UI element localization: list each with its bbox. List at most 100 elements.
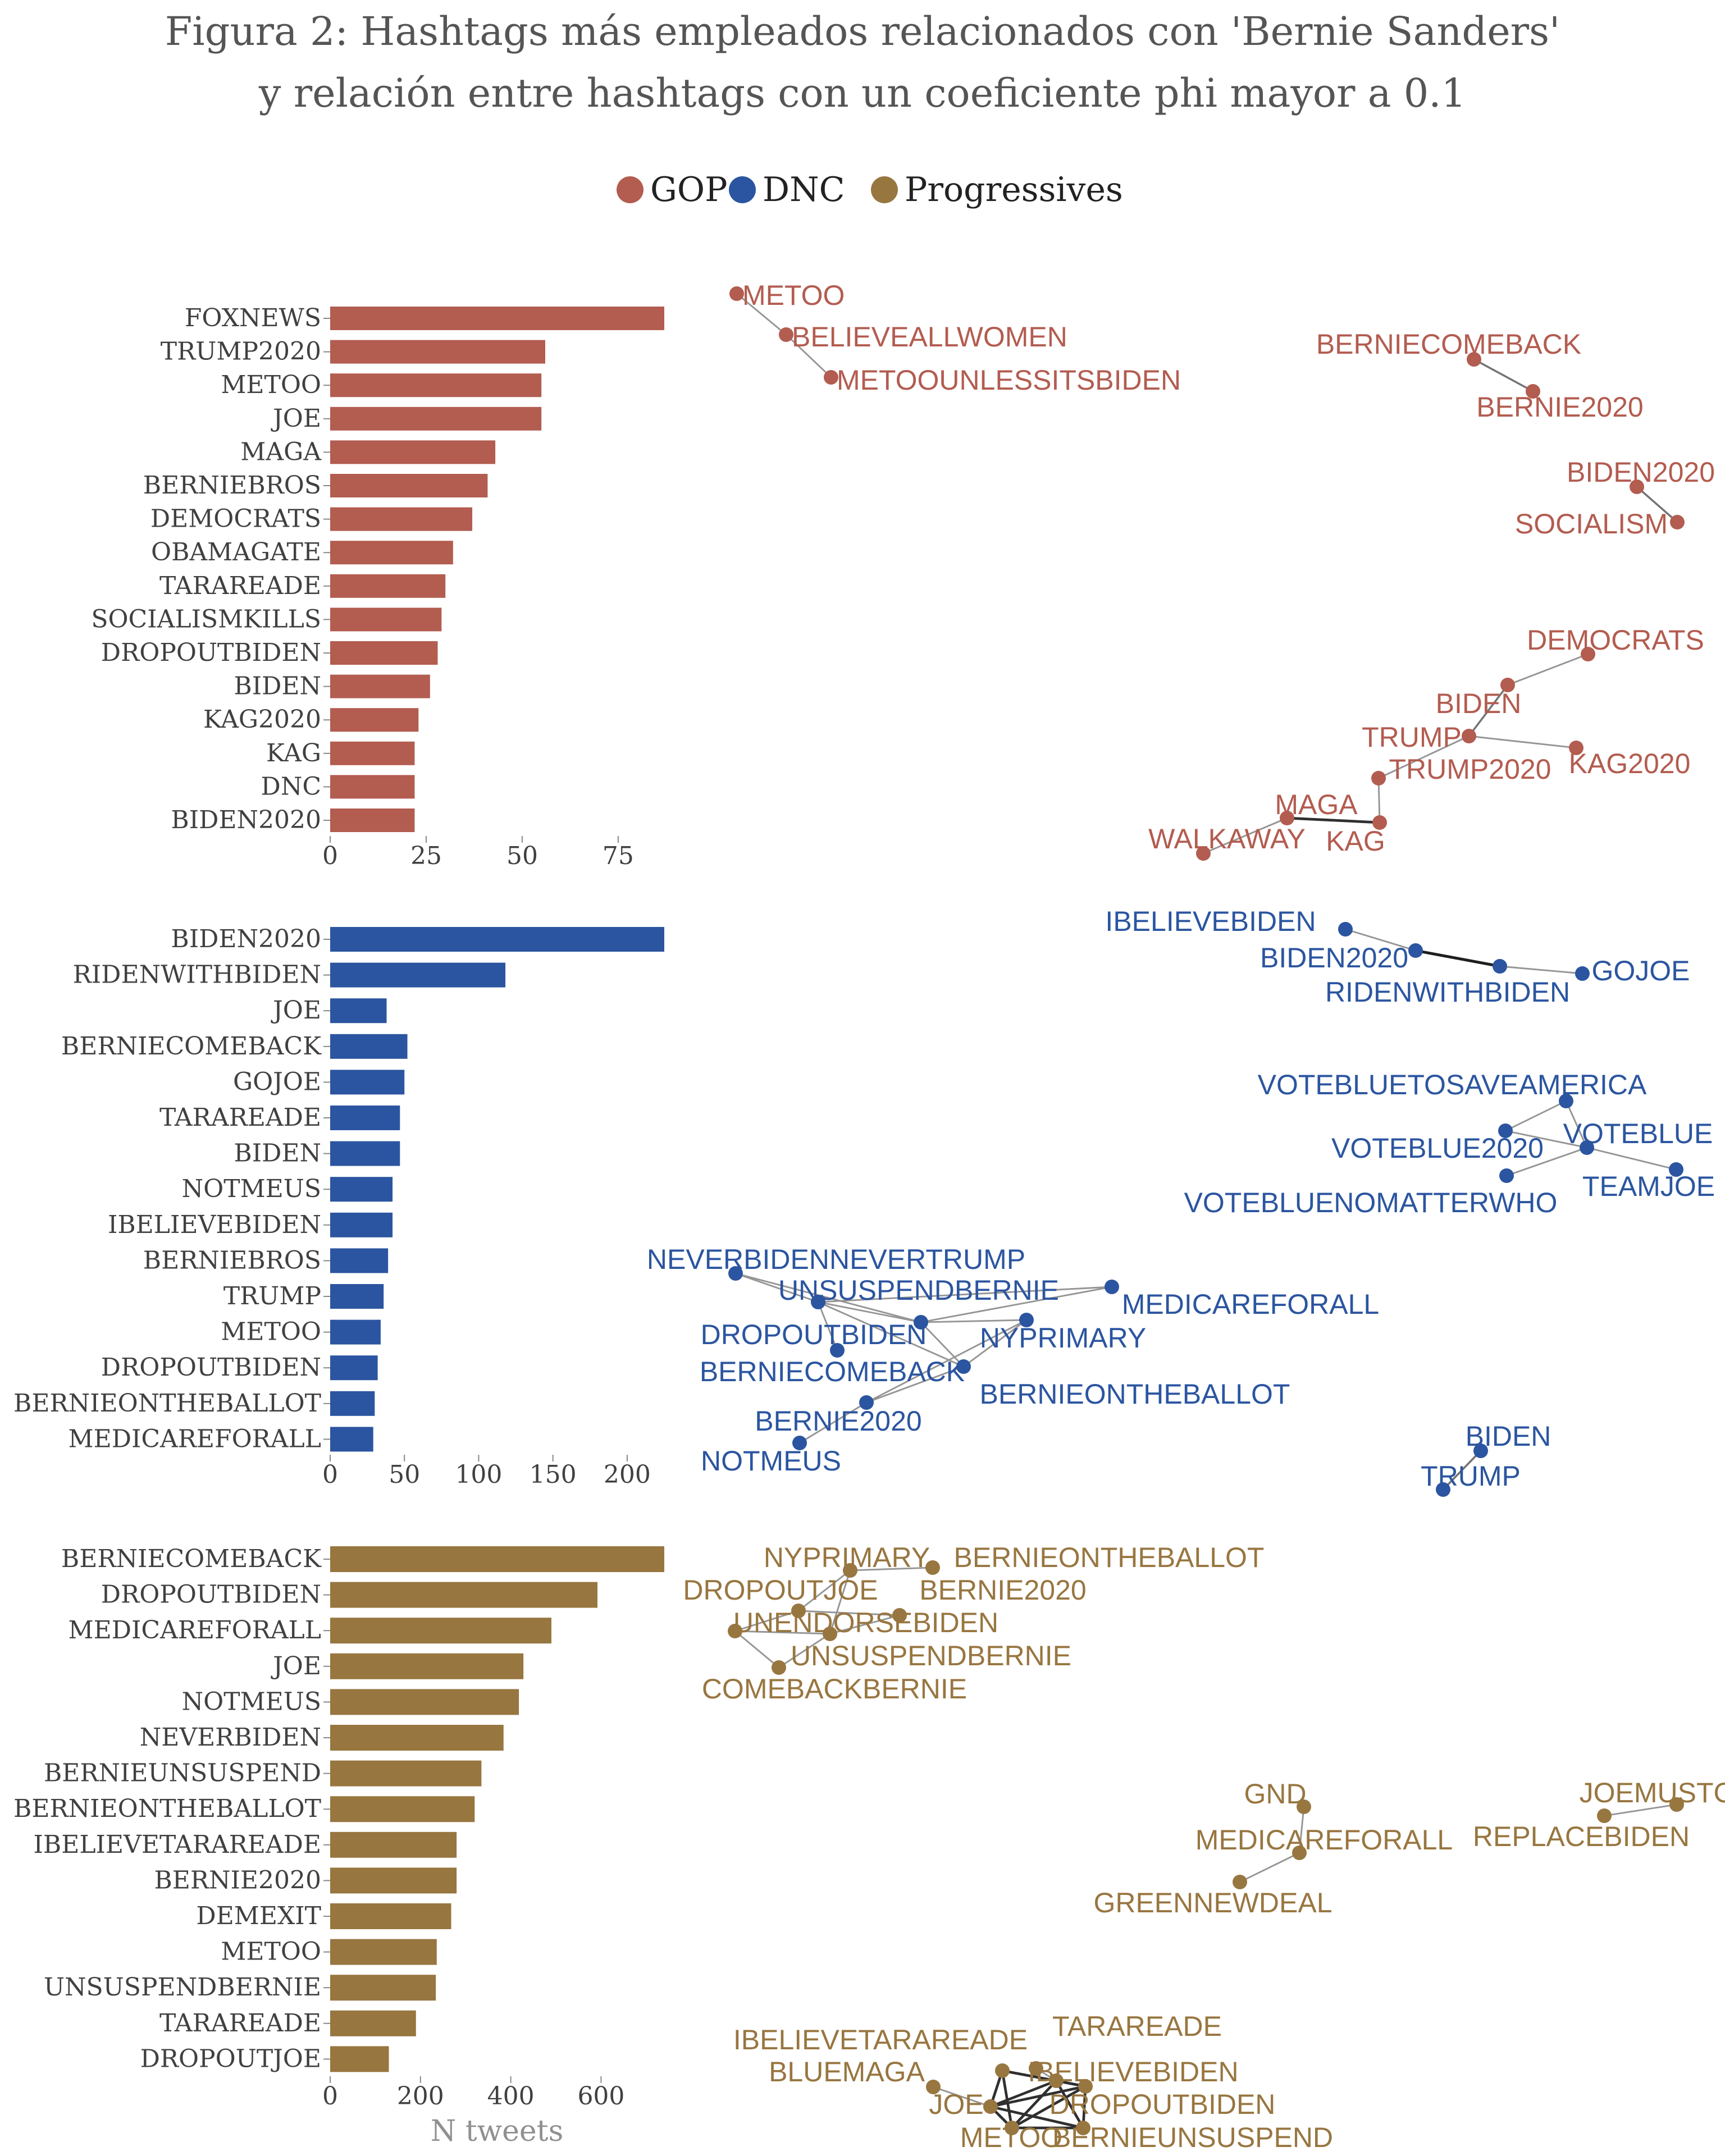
network-node bbox=[1581, 647, 1595, 661]
network-node-label: IBELIEVEBIDEN bbox=[1105, 906, 1316, 937]
network-node bbox=[1499, 1168, 1514, 1183]
network-edge bbox=[734, 1630, 779, 1669]
network-edge bbox=[1636, 486, 1678, 523]
bar bbox=[330, 1831, 457, 1858]
network-node-label: REPLACEBIDEN bbox=[1473, 1821, 1690, 1852]
category-label: BERNIEONTHEBALLOT bbox=[13, 1794, 321, 1823]
category-label: TARAREADE bbox=[159, 572, 321, 600]
value-tick-label: 150 bbox=[530, 1460, 577, 1489]
network-edge bbox=[1415, 949, 1500, 968]
network-node bbox=[1580, 1140, 1594, 1155]
network-node-label: TARAREADE bbox=[1052, 2011, 1222, 2042]
network-edge bbox=[778, 1633, 830, 1669]
value-tick-label: 400 bbox=[487, 2082, 535, 2111]
network-edge bbox=[920, 1286, 1112, 1323]
category-label: JOE bbox=[271, 1652, 321, 1680]
network-graphs: METOO BELIEVEALLWOMEN METOOUNLESSITSBIDEN B… bbox=[647, 280, 1725, 2153]
bar bbox=[330, 440, 496, 464]
network-edge bbox=[1506, 1146, 1587, 1177]
network-node bbox=[792, 1436, 807, 1450]
bar bbox=[330, 1070, 405, 1095]
network-edge bbox=[1473, 358, 1534, 392]
network-node-label: GND bbox=[1244, 1778, 1306, 1810]
network-node bbox=[1049, 2073, 1064, 2088]
bar bbox=[330, 1355, 378, 1381]
network-node-label: NOTMEUS bbox=[701, 1445, 841, 1477]
legend-marker bbox=[729, 176, 756, 203]
network-node-label: BIDEN2020 bbox=[1260, 942, 1408, 974]
network-node-label: NYPRIMARY bbox=[980, 1322, 1146, 1354]
value-tick-label: 75 bbox=[603, 842, 634, 870]
network-edge bbox=[818, 1286, 1112, 1303]
category-label: TARAREADE bbox=[159, 1103, 321, 1132]
category-label: BERNIEUNSUSPEND bbox=[44, 1759, 321, 1788]
network-node-label: GREENNEWDEAL bbox=[1093, 1887, 1332, 1919]
category-label: DROPOUTBIDEN bbox=[101, 1353, 321, 1382]
network-node bbox=[1019, 1313, 1034, 1327]
category-label: METOO bbox=[221, 1318, 321, 1346]
network-node bbox=[1005, 2121, 1019, 2135]
network-node bbox=[830, 1343, 845, 1358]
bar-chart-dnc: BIDEN2020 RIDENWITHBIDEN JOE BERNIECOMEBACK… bbox=[13, 925, 664, 1489]
network-node bbox=[1669, 1797, 1684, 1812]
network-edge bbox=[963, 1319, 1027, 1368]
category-label: KAG bbox=[266, 739, 321, 768]
network-node bbox=[1280, 811, 1294, 825]
value-tick-label: 25 bbox=[410, 842, 442, 870]
value-tick-label: 100 bbox=[455, 1460, 502, 1489]
network-node bbox=[1105, 1280, 1119, 1294]
bar bbox=[330, 1725, 504, 1751]
bar bbox=[330, 507, 473, 531]
network-edge bbox=[1468, 684, 1509, 737]
category-label: KAG2020 bbox=[203, 705, 321, 734]
network-node bbox=[1196, 846, 1211, 861]
value-tick-label: 600 bbox=[577, 2082, 624, 2111]
bar bbox=[330, 998, 387, 1024]
bar bbox=[330, 927, 664, 952]
value-tick-label: 50 bbox=[389, 1460, 420, 1489]
bar bbox=[330, 741, 415, 765]
network-node bbox=[729, 286, 744, 301]
network-edge bbox=[1286, 816, 1380, 824]
bar-chart-gop: FOXNEWS TRUMP2020 METOO JOE MAGA BERNIEBROS DE… bbox=[91, 304, 664, 870]
bar-chart-progressives: BERNIECOMEBACK DROPOUTBIDEN MEDICAREFORALL… bbox=[13, 1545, 664, 2111]
network-node-label: VOTEBLUE2020 bbox=[1331, 1132, 1544, 1164]
network-node bbox=[956, 1359, 971, 1374]
network-gop: METOO BELIEVEALLWOMEN METOOUNLESSITSBIDEN B… bbox=[729, 280, 1715, 861]
network-edge bbox=[734, 1630, 830, 1635]
network-node-label: WALKAWAY bbox=[1148, 823, 1306, 855]
network-node bbox=[1575, 966, 1590, 981]
network-node-label: SOCIALISM bbox=[1515, 508, 1668, 540]
network-node bbox=[1338, 922, 1353, 937]
category-label: IBELIEVEBIDEN bbox=[108, 1211, 321, 1239]
bar bbox=[330, 708, 419, 732]
category-label: NEVERBIDEN bbox=[140, 1723, 321, 1752]
network-node bbox=[925, 1560, 940, 1575]
category-label: JOE bbox=[271, 996, 321, 1025]
network-node-label: BERNIE2020 bbox=[919, 1574, 1086, 1606]
network-node bbox=[791, 1604, 806, 1618]
bar bbox=[330, 1903, 451, 1929]
title-line-1: Figura 2: Hashtags más empleados relacio… bbox=[165, 8, 1560, 54]
bar bbox=[330, 1284, 384, 1309]
network-node-label: IBELIEVEBIDEN bbox=[1028, 2056, 1238, 2088]
network-node bbox=[1500, 678, 1515, 692]
network-edge bbox=[1604, 1803, 1677, 1817]
network-node-label: BERNIEUNSUSPEND bbox=[1052, 2122, 1333, 2153]
category-label: BERNIEBROS bbox=[143, 471, 321, 500]
category-label: BERNIECOMEBACK bbox=[61, 1545, 322, 1573]
bar bbox=[330, 1546, 664, 1572]
network-edge bbox=[1203, 817, 1288, 855]
title-line-2: y relación entre hashtags con un coefici… bbox=[258, 70, 1466, 116]
network-node-label: KAG2020 bbox=[1569, 748, 1691, 779]
network-node-label: TEAMJOE bbox=[1582, 1171, 1715, 1202]
network-node bbox=[1076, 2121, 1090, 2135]
network-edge bbox=[735, 1272, 819, 1303]
network-edge bbox=[798, 1610, 900, 1616]
network-node bbox=[1029, 2061, 1043, 2076]
network-node bbox=[824, 370, 838, 385]
network-node-label: METOO bbox=[742, 280, 845, 311]
network-edge bbox=[798, 1569, 851, 1612]
legend-marker bbox=[871, 176, 898, 203]
network-node-label: COMEBACKBERNIE bbox=[702, 1673, 967, 1705]
